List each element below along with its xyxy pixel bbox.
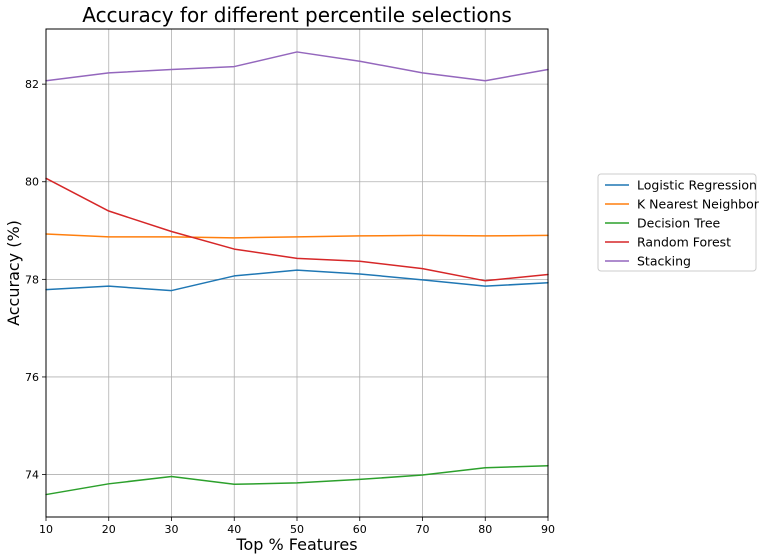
- series-lines: [45, 51, 549, 496]
- y-tick-label: 80: [25, 176, 39, 189]
- y-tick-label: 76: [25, 371, 39, 384]
- x-tick-label: 50: [290, 523, 304, 536]
- y-tick-label: 74: [25, 469, 39, 482]
- legend-box: [597, 173, 757, 272]
- x-tick-label: 60: [353, 523, 367, 536]
- x-tick-label: 30: [165, 523, 179, 536]
- chart-title: Accuracy for different percentile select…: [82, 3, 512, 27]
- legend-label-k-nearest-neighbor: K Nearest Neighbor: [637, 197, 760, 212]
- x-axis-ticks: 10 20 30 40 50 60 70 80 90: [39, 517, 555, 536]
- x-tick-label: 80: [478, 523, 492, 536]
- x-tick-label: 40: [227, 523, 241, 536]
- series-line-logistic-regression: [45, 269, 549, 292]
- legend-label-logistic-regression: Logistic Regression: [637, 178, 757, 193]
- series-line-k-nearest-neighbor: [45, 233, 549, 239]
- series-line-decision-tree: [45, 465, 549, 496]
- series-line-stacking: [45, 51, 549, 82]
- legend-label-decision-tree: Decision Tree: [637, 216, 721, 231]
- y-tick-label: 82: [25, 78, 39, 91]
- x-tick-label: 20: [102, 523, 116, 536]
- legend-label-random-forest: Random Forest: [637, 235, 731, 250]
- y-tick-label: 78: [25, 273, 39, 286]
- y-axis-ticks: 74 76 78 80 82: [25, 78, 46, 482]
- legend: Logistic Regression K Nearest Neighbor Dec…: [597, 173, 760, 272]
- series-line-random-forest: [45, 177, 549, 282]
- x-tick-label: 70: [416, 523, 430, 536]
- legend-label-stacking: Stacking: [637, 254, 691, 269]
- x-tick-label: 90: [541, 523, 555, 536]
- x-axis-label: Top % Features: [235, 535, 357, 554]
- y-axis-label: Accuracy (%): [4, 220, 23, 326]
- x-tick-label: 10: [39, 523, 53, 536]
